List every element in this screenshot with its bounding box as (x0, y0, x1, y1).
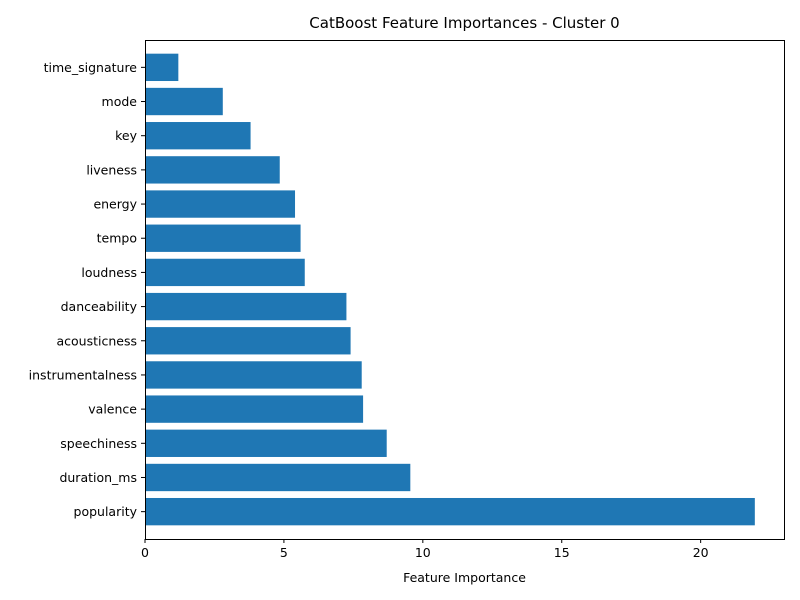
x-tick-label: 10 (415, 545, 431, 560)
y-tick-label: duration_ms (59, 470, 137, 485)
y-tick-label: danceability (61, 299, 138, 314)
y-tick-label: instrumentalness (29, 367, 137, 382)
bar-acousticness (145, 327, 351, 355)
bar-valence (145, 395, 364, 423)
y-tick-label: speechiness (60, 436, 137, 451)
bar-speechiness (145, 429, 387, 457)
bar-energy (145, 190, 296, 218)
x-tick-label: 20 (693, 545, 709, 560)
bar-danceability (145, 292, 347, 321)
bars-group (145, 53, 755, 526)
y-tick-label: liveness (86, 162, 137, 177)
y-tick-label: time_signature (44, 60, 138, 75)
bar-liveness (145, 156, 280, 184)
x-tick-label: 15 (554, 545, 570, 560)
bar-instrumentalness (145, 361, 362, 389)
bar-duration_ms (145, 463, 411, 492)
y-tick-label: popularity (74, 504, 138, 519)
y-tick-label: acousticness (57, 333, 138, 348)
x-tick-label: 0 (141, 545, 149, 560)
bar-popularity (145, 497, 755, 526)
y-tick-label: tempo (97, 231, 137, 246)
y-tick-label: energy (93, 197, 137, 212)
y-tick-label: loudness (81, 265, 137, 280)
bar-loudness (145, 258, 305, 287)
y-tick-label: key (115, 128, 137, 143)
bar-mode (145, 87, 223, 116)
y-tick-label: valence (88, 402, 137, 417)
bar-tempo (145, 224, 301, 252)
x-tick-label: 5 (280, 545, 288, 560)
y-tick-label: mode (102, 94, 138, 109)
bar-key (145, 122, 251, 150)
plot-area-frame (145, 40, 785, 540)
chart-title: CatBoost Feature Importances - Cluster 0 (309, 14, 619, 32)
bar-time_signature (145, 53, 179, 82)
x-axis-title: Feature Importance (403, 570, 526, 585)
x-axis-ticks: 0 5 10 15 20 (141, 539, 709, 560)
